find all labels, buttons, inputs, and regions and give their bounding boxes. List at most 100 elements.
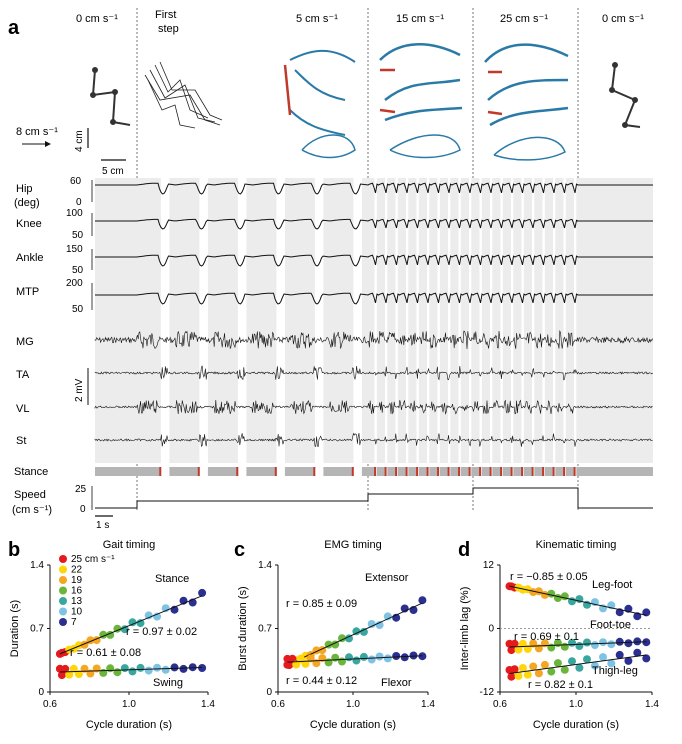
legend-entry: 22 [71,565,83,576]
speed-header-0-end: 0 cm s⁻¹ [602,13,644,25]
joint-unit-hip: (deg) [14,197,40,209]
joint-traces [95,182,653,305]
legend-swatch [59,576,67,584]
data-point [375,652,384,661]
data-point [529,639,538,648]
speed-header-0-start: 0 cm s⁻¹ [76,13,118,25]
x-tick-label: 1.4 [421,699,435,710]
data-point [128,618,137,627]
data-point [345,653,353,662]
data-point [633,637,642,646]
trace-background [95,178,653,463]
emg-trace-vl [94,399,653,415]
data-point [624,639,633,648]
data-point [136,663,145,672]
legend-entry: 19 [71,575,83,586]
data-point [74,670,83,679]
stance-marker [447,467,450,476]
data-point [296,654,305,663]
stance-marker [542,467,545,476]
legend-entry: 10 [71,607,83,618]
mtp-tick-bottom: 50 [72,304,84,315]
swing-band [563,178,566,463]
stance-gap [237,467,247,476]
stance-gap [160,467,170,476]
data-point [507,646,516,655]
data-point [534,669,543,678]
data-point [144,666,153,675]
data-point [409,651,418,660]
legend-swatch [59,597,67,605]
ankle-tick-bottom: 50 [72,265,84,276]
scatter-panel-1: Gait timing Cycle duration (s) Duration (s… [9,539,215,731]
knee-tick-top: 100 [66,208,83,219]
speed-header-25: 25 cm s⁻¹ [500,13,548,25]
legend-swatch [59,555,67,563]
data-point [65,670,74,679]
data-point [568,657,576,666]
panel-title: EMG timing [324,539,381,551]
series-annotation: r = 0.61 ± 0.08 [70,647,141,659]
swing-band [511,178,514,463]
stance-marker [313,467,316,476]
data-point [400,653,409,662]
data-point [338,657,346,666]
series-annotation: Swing [153,677,183,689]
series-annotation: Stance [155,573,189,585]
swing-band [314,178,324,463]
swing-band [521,178,524,463]
stance-marker [531,467,534,476]
data-point [61,664,70,673]
emg-label-ta: TA [16,369,30,381]
y-tick-label: 0 [266,687,272,698]
series-annotation: Leg-foot [592,579,632,591]
x-tick-label: 0.6 [43,699,57,710]
stance-marker [159,467,162,476]
y-axis-label: Inter-limb lag (%) [459,587,471,671]
scatter-panels: Gait timing Cycle duration (s) Duration (s… [9,539,659,731]
stance-marker [489,467,492,476]
data-point [514,671,523,680]
data-point [120,625,129,634]
data-point [599,653,607,662]
emg-label-vl: VL [16,403,29,415]
speed-unit: (cm s⁻¹) [12,504,52,516]
data-point [547,667,556,676]
data-point [113,668,122,677]
x-tick-label: 1.4 [201,699,215,710]
emg-trace-ta [94,365,653,381]
swing-band [574,178,577,463]
joint-trace-knee [95,218,653,230]
data-point [188,663,197,672]
legend-entry: 16 [71,586,83,597]
stance-marker [351,467,354,476]
x-tick-label: 0.6 [493,699,507,710]
stance-marker [573,467,576,476]
data-point [607,640,616,649]
data-point [547,589,556,598]
y-tick-label: 0 [38,687,44,698]
data-point [590,641,599,650]
series-annotation: Foot-toe [590,619,631,631]
stance-label: Stance [14,466,48,478]
speed-header-15: 15 cm s⁻¹ [396,13,444,25]
swing-band [479,178,482,463]
x-tick-label: 1.4 [645,699,659,710]
data-point [352,656,361,665]
data-point [553,659,562,668]
stance-marker [479,467,482,476]
stance-gaps [159,467,577,476]
data-point [161,665,170,674]
y-tick-label: 1.4 [30,560,44,571]
data-point [633,648,642,657]
data-point [57,671,66,680]
swing-band [416,178,419,463]
stance-marker [236,467,239,476]
data-point [518,639,527,648]
stance-marker [468,467,471,476]
data-point [301,659,310,668]
swing-band [353,178,362,463]
data-point [179,664,188,673]
stick-figure-rest-end [609,62,641,128]
